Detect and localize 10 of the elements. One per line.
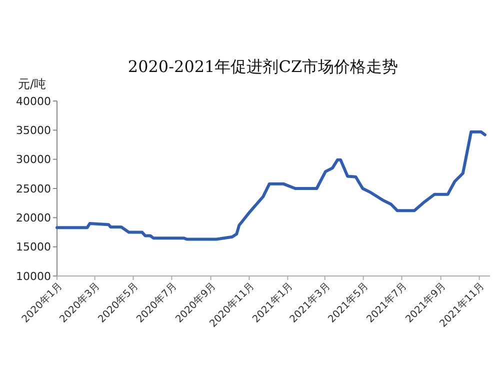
line-series xyxy=(56,130,486,241)
y-tick-label: 25000 xyxy=(16,182,51,196)
y-tick-label: 30000 xyxy=(16,153,51,166)
y-tick-label: 20000 xyxy=(16,212,51,225)
y-axis-title: 元/吨 xyxy=(18,77,46,91)
y-tick-label: 40000 xyxy=(16,94,51,108)
chart-title: 2020-2021年促进剂CZ市场价格走势 xyxy=(128,57,398,76)
y-tick-label: 15000 xyxy=(16,240,51,254)
y-tick-label: 10000 xyxy=(16,270,51,283)
y-tick-label: 35000 xyxy=(16,124,51,138)
